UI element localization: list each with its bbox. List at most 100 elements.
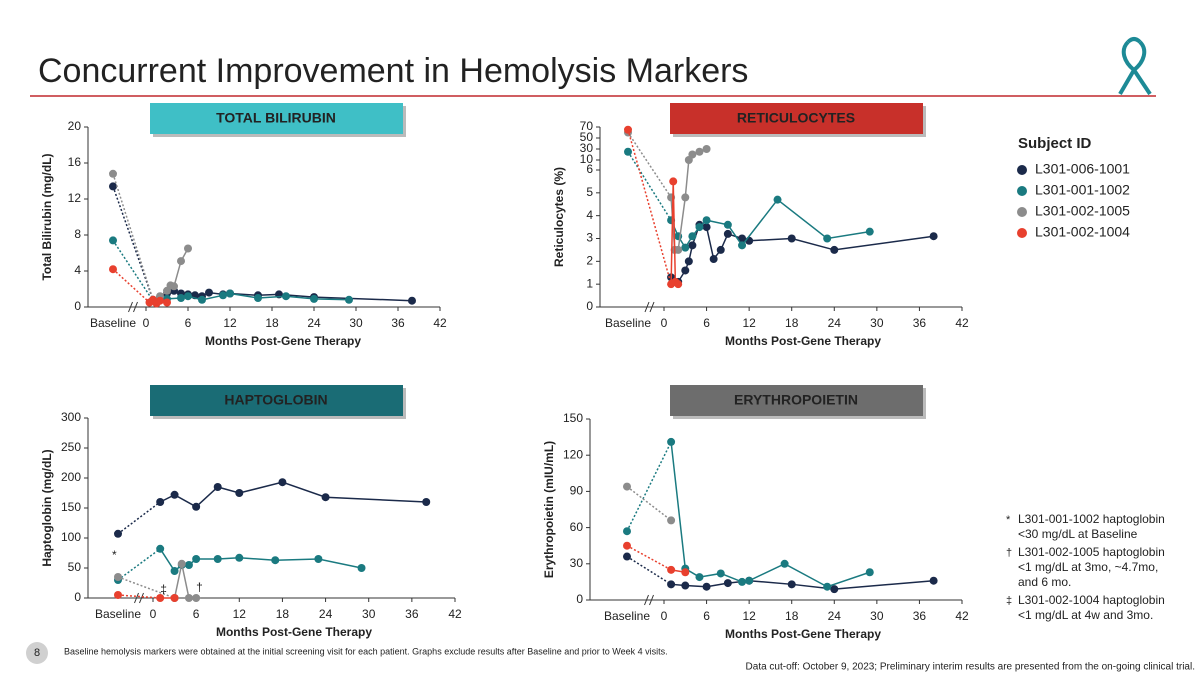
y-tick-label: 50 (580, 130, 594, 144)
annotation: ‡ (160, 582, 167, 596)
baseline-point (109, 182, 117, 191)
data-point (738, 577, 747, 586)
data-point (702, 145, 711, 153)
data-point (310, 294, 318, 303)
axis-break (644, 594, 654, 606)
y-tick-label: 6 (586, 162, 593, 176)
y-tick-label: 2 (586, 254, 593, 268)
data-point (177, 559, 186, 568)
data-point (780, 559, 789, 568)
data-point (702, 582, 711, 591)
annotation: * (112, 548, 117, 562)
data-point (198, 295, 206, 304)
y-tick-label: 60 (570, 520, 584, 534)
x-tick-label: 42 (433, 316, 447, 330)
data-point (723, 229, 732, 238)
x-tick-label: 36 (913, 609, 927, 623)
data-point (156, 594, 165, 602)
axis-break (128, 301, 138, 313)
data-point (278, 478, 287, 487)
y-tick-label: 120 (563, 447, 583, 461)
x-tick-label: 0 (150, 607, 157, 621)
data-point (184, 561, 193, 569)
x-tick-label: 42 (955, 316, 969, 330)
baseline-point (114, 591, 122, 599)
data-point (667, 516, 676, 525)
data-point (830, 245, 839, 254)
x-tick-label: 30 (870, 316, 884, 330)
x-axis-label: Months Post-Gene Therapy (725, 627, 881, 641)
note-line: and 6 mo. (1018, 575, 1071, 589)
series-line (159, 481, 427, 508)
page-number: 8 (34, 647, 40, 659)
data-point (738, 234, 747, 243)
data-point (723, 220, 732, 229)
baseline-connector (112, 268, 151, 304)
panel-header (150, 385, 403, 416)
panel-header (670, 385, 923, 416)
data-point (787, 234, 796, 243)
x-tick-label: 6 (703, 609, 710, 623)
note-line: L301-002-1004 haptoglobin (1018, 593, 1165, 607)
y-tick-label: 0 (586, 299, 593, 313)
series-line (670, 223, 934, 283)
x-tick-label: 18 (785, 316, 799, 330)
y-tick-label: 30 (580, 141, 594, 155)
series-line (670, 441, 871, 588)
data-point (192, 594, 201, 602)
legend-swatch (1017, 165, 1027, 175)
data-point (667, 580, 676, 589)
data-point (695, 223, 704, 232)
x-tick-label: 0 (143, 316, 150, 330)
x-tick-label: 36 (391, 316, 405, 330)
data-point (681, 568, 690, 577)
axis-break (134, 592, 144, 604)
baseline-point (624, 125, 632, 134)
data-point (695, 147, 704, 156)
baseline-label: Baseline (604, 609, 650, 623)
baseline-connector (112, 186, 154, 301)
y-tick-label: 16 (68, 155, 82, 169)
x-tick-label: 36 (405, 607, 419, 621)
y-tick-label: 200 (61, 470, 81, 484)
data-point (177, 257, 185, 266)
baseline-connector (626, 485, 672, 521)
data-point (282, 292, 290, 301)
series-line (671, 579, 934, 590)
baseline-connector (626, 545, 672, 571)
baseline-connector (112, 173, 154, 301)
baseline-point (623, 482, 631, 491)
legend-label: L301-001-1002 (1035, 182, 1130, 198)
y-tick-label: 100 (61, 530, 81, 544)
data-point (709, 255, 718, 264)
y-tick-label: 0 (74, 299, 81, 313)
data-point (773, 195, 782, 204)
x-tick-label: 12 (223, 316, 237, 330)
y-tick-label: 150 (61, 500, 81, 514)
y-axis-label: Erythropoietin (mIU/mL) (542, 441, 556, 578)
data-point (219, 291, 227, 300)
data-point (235, 553, 244, 562)
panel-title: TOTAL BILIRUBIN (216, 110, 336, 126)
y-tick-label: 20 (68, 119, 82, 133)
data-point (865, 227, 874, 236)
data-point (213, 483, 222, 491)
data-point (192, 555, 201, 563)
data-point (156, 296, 164, 305)
footnote: Baseline hemolysis markers were obtained… (64, 646, 668, 656)
x-tick-label: 12 (742, 609, 756, 623)
panel-header (150, 103, 403, 134)
data-point (156, 544, 165, 553)
data-point (177, 294, 185, 302)
y-tick-label: 70 (580, 119, 594, 133)
data-point (170, 567, 179, 575)
baseline-label: Baseline (90, 316, 136, 330)
data-point (688, 150, 697, 159)
data-point (723, 579, 732, 588)
data-point (865, 568, 874, 577)
legend-label: L301-002-1005 (1035, 203, 1130, 219)
baseline-connector (627, 151, 672, 221)
x-tick-label: 24 (307, 316, 321, 330)
legend-swatch (1017, 186, 1027, 196)
